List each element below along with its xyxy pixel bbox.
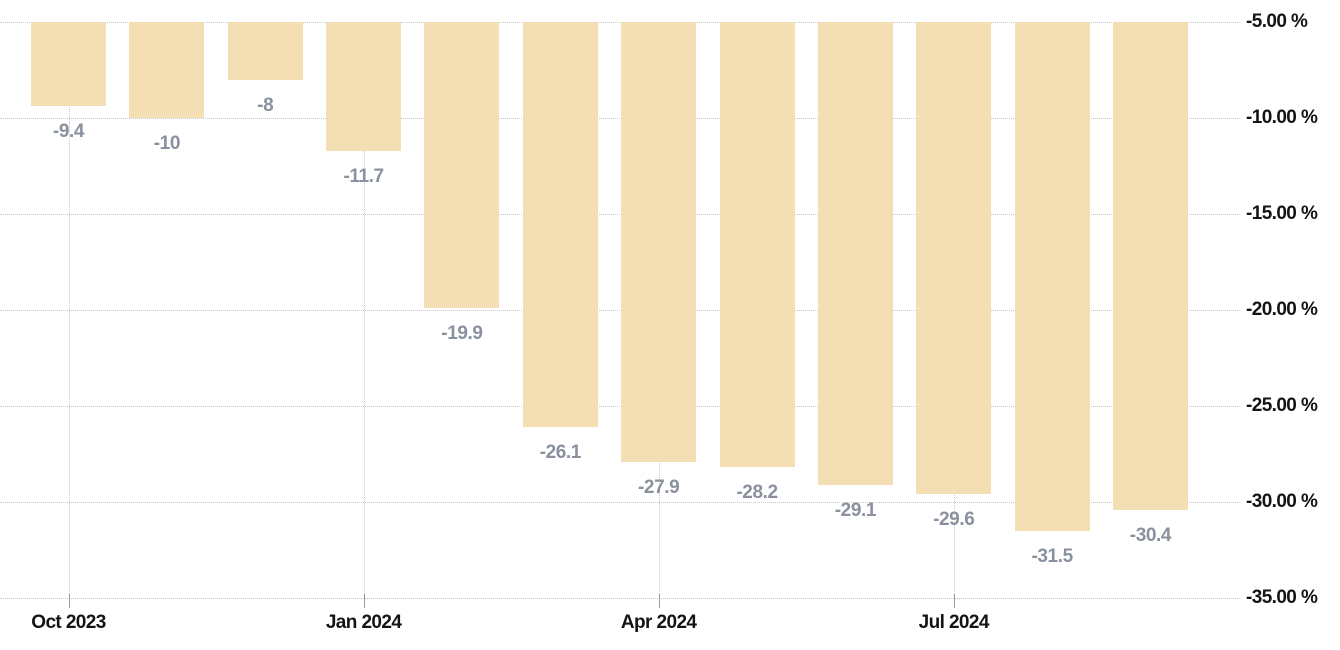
bar-value-label: -30.4 xyxy=(1129,524,1172,546)
bar-value-label: -19.9 xyxy=(441,323,483,345)
x-axis-tick-label: Oct 2023 xyxy=(31,612,106,633)
horizontal-gridline xyxy=(0,310,1240,311)
bar-aug-2024 xyxy=(1014,22,1090,531)
bar-nov-2023 xyxy=(129,22,205,118)
bar-jul-2024 xyxy=(916,22,992,495)
horizontal-gridline xyxy=(0,214,1240,215)
bar-value-label: -28.2 xyxy=(736,482,778,504)
bar-value-label: -29.6 xyxy=(933,509,975,531)
bar-value-label: -31.5 xyxy=(1031,545,1073,567)
y-axis-tick-label: -35.00 % xyxy=(1246,587,1318,608)
vertical-gridline xyxy=(364,22,365,598)
bar-dec-2023 xyxy=(227,22,303,80)
x-axis-tick-mark xyxy=(954,594,955,608)
bar-jan-2024 xyxy=(326,22,402,151)
x-axis-tick-label: Apr 2024 xyxy=(620,612,697,633)
bar-feb-2024 xyxy=(424,22,500,309)
bar-may-2024 xyxy=(719,22,795,468)
y-axis-tick-label: -30.00 % xyxy=(1246,491,1318,512)
x-axis-tick-label: Jan 2024 xyxy=(325,612,402,633)
bar-value-label: -26.1 xyxy=(539,442,582,464)
x-axis-tick-mark xyxy=(364,594,365,608)
bar-oct-2023 xyxy=(31,22,106,107)
bar-value-label: -10 xyxy=(153,133,181,154)
bar-mar-2024 xyxy=(522,22,598,428)
bar-jun-2024 xyxy=(817,22,893,485)
y-axis-tick-label: -5.00 % xyxy=(1246,11,1308,32)
y-axis-tick-label: -10.00 % xyxy=(1246,107,1318,128)
horizontal-gridline xyxy=(0,598,1240,599)
bar-value-label: -29.1 xyxy=(834,499,877,521)
x-axis-tick-mark xyxy=(69,594,70,608)
y-axis-tick-label: -20.00 % xyxy=(1246,299,1318,320)
bar-value-label: -27.9 xyxy=(638,476,680,498)
bar-value-label: -11.7 xyxy=(343,165,384,187)
bar-apr-2024 xyxy=(621,22,697,462)
bar-value-label: -8 xyxy=(257,94,274,116)
x-axis-tick-label: Jul 2024 xyxy=(918,612,990,633)
vertical-gridline xyxy=(69,22,70,598)
x-axis-tick-mark xyxy=(659,594,660,608)
horizontal-gridline xyxy=(0,406,1240,407)
y-axis-tick-label: -25.00 % xyxy=(1246,395,1318,416)
horizontal-gridline xyxy=(0,22,1240,23)
horizontal-gridline xyxy=(0,118,1240,119)
horizontal-gridline xyxy=(0,502,1240,503)
bar-value-label: -9.4 xyxy=(52,121,85,143)
y-axis-tick-label: -15.00 % xyxy=(1246,203,1318,224)
bar-sep-2024 xyxy=(1112,22,1188,510)
